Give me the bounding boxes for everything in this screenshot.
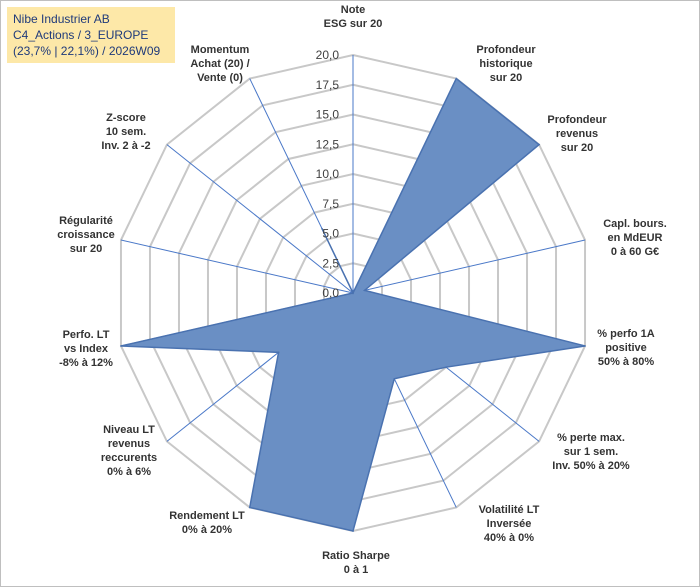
- axis-label-10-line-1: vs Index: [64, 343, 109, 355]
- axis-spoke-11: [120, 239, 354, 294]
- data-point-5: [445, 366, 447, 368]
- axis-spoke-3: [352, 239, 586, 294]
- axis-label-10: Perfo. LT vs Index -8% à 12%: [59, 329, 113, 369]
- axis-label-6-line-2: 40% à 0%: [484, 532, 534, 544]
- axis-label-12-line-0: Z-score: [106, 112, 146, 124]
- axis-label-13-line-2: Vente (0): [197, 72, 243, 84]
- data-point-4: [584, 345, 586, 347]
- axis-label-1-line-2: sur 20: [490, 72, 522, 84]
- data-point-12: [352, 292, 354, 294]
- data-point-6: [393, 377, 396, 380]
- axis-label-1-line-1: historique: [479, 58, 532, 70]
- axis-label-9-line-0: Niveau LT: [103, 424, 155, 436]
- tick-label-6: 15,0: [316, 108, 340, 122]
- axis-label-10-line-0: Perfo. LT: [63, 329, 110, 341]
- axis-label-6-line-0: Volatilité LT: [479, 504, 540, 516]
- axis-label-6: Volatilité LT Inversée 40% à 0%: [479, 504, 540, 544]
- data-point-2: [538, 143, 540, 146]
- axis-label-4-line-1: positive: [605, 342, 647, 354]
- axis-label-12-line-1: 10 sem.: [106, 126, 146, 138]
- axis-label-12: Z-score 10 sem. Inv. 2 à -2: [101, 112, 150, 152]
- tick-label-8: 20,0: [316, 48, 340, 62]
- axis-label-9-line-3: 0% à 6%: [107, 466, 151, 478]
- axis-label-3-line-2: 0 à 60 G€: [611, 246, 659, 258]
- axis-label-0-line-1: ESG sur 20: [324, 18, 383, 30]
- axis-label-11-line-2: sur 20: [70, 243, 102, 255]
- axis-label-1: Profondeur historique sur 20: [476, 44, 536, 84]
- data-point-7: [352, 530, 354, 532]
- axis-label-0-line-0: Note: [341, 4, 365, 16]
- axis-label-0: Note ESG sur 20: [324, 4, 383, 30]
- data-point-10: [120, 345, 122, 347]
- axis-label-3-line-1: en MdEUR: [608, 232, 663, 244]
- axis-label-7: Ratio Sharpe 0 à 1: [322, 550, 390, 576]
- axis-label-11-line-1: croissance: [57, 229, 114, 241]
- axis-spoke-12: [166, 144, 354, 294]
- tick-label-3: 7,5: [322, 197, 339, 211]
- axis-label-5-line-1: sur 1 sem.: [564, 446, 618, 458]
- axis-label-9: Niveau LT revenus reccurents 0% à 6%: [101, 424, 157, 478]
- axis-label-10-line-2: -8% à 12%: [59, 357, 113, 369]
- tick-label-2: 5,0: [322, 227, 339, 241]
- axis-label-2-line-2: sur 20: [561, 142, 593, 154]
- axis-label-3-line-0: Capl. bours.: [603, 218, 667, 230]
- company-name: Nibe Industrier AB: [13, 12, 110, 26]
- axis-label-4-line-2: 50% à 80%: [598, 356, 654, 368]
- axis-label-7-line-0: Ratio Sharpe: [322, 550, 390, 562]
- axis-label-3: Capl. bours. en MdEUR 0 à 60 G€: [603, 218, 667, 258]
- axis-label-9-line-2: reccurents: [101, 452, 157, 464]
- axis-label-5-line-0: % perte max.: [557, 432, 625, 444]
- axis-label-2-line-0: Profondeur: [547, 114, 607, 126]
- axis-label-1-line-0: Profondeur: [476, 44, 536, 56]
- data-point-8: [248, 506, 251, 509]
- axis-label-13-line-1: Achat (20) /: [190, 58, 249, 70]
- axis-label-8-line-0: Rendement LT: [169, 510, 245, 522]
- tick-label-4: 10,0: [316, 167, 340, 181]
- axis-label-11: Régularité croissance sur 20: [57, 215, 114, 255]
- axis-label-8-line-1: 0% à 20%: [182, 524, 232, 536]
- axis-label-7-line-1: 0 à 1: [344, 564, 368, 576]
- axis-label-13: Momentum Achat (20) / Vente (0): [190, 44, 249, 84]
- axis-label-6-line-1: Inversée: [487, 518, 532, 530]
- portfolio-category: C4_Actions / 3_EUROPE: [13, 28, 149, 42]
- data-series-area: [120, 77, 586, 532]
- data-point-13: [321, 227, 323, 230]
- performance-week: (23,7% | 22,1%) / 2026W09: [13, 44, 161, 58]
- data-point-1: [455, 77, 458, 80]
- data-point-3: [363, 289, 366, 292]
- axis-label-11-line-0: Régularité: [59, 215, 113, 227]
- data-point-9: [277, 351, 280, 354]
- tick-label-1: 2,5: [322, 256, 339, 270]
- tick-label-7: 17,5: [316, 78, 340, 92]
- axis-label-12-line-2: Inv. 2 à -2: [101, 140, 150, 152]
- axis-label-4: % perfo 1A positive 50% à 80%: [597, 328, 655, 368]
- tick-label-0: 0,0: [322, 286, 339, 300]
- axis-label-9-line-1: revenus: [108, 438, 150, 450]
- tick-label-5: 12,5: [316, 137, 340, 151]
- axis-label-2: Profondeur revenus sur 20: [547, 114, 607, 154]
- axis-label-5: % perte max. sur 1 sem. Inv. 50% à 20%: [552, 432, 630, 472]
- axis-label-4-line-0: % perfo 1A: [597, 328, 655, 340]
- chart-header-box: Nibe Industrier AB C4_Actions / 3_EUROPE…: [7, 7, 175, 63]
- axis-label-8: Rendement LT 0% à 20%: [169, 510, 245, 536]
- axis-label-5-line-2: Inv. 50% à 20%: [552, 460, 630, 472]
- axis-label-13-line-0: Momentum: [191, 44, 250, 56]
- axis-label-2-line-1: revenus: [556, 128, 598, 140]
